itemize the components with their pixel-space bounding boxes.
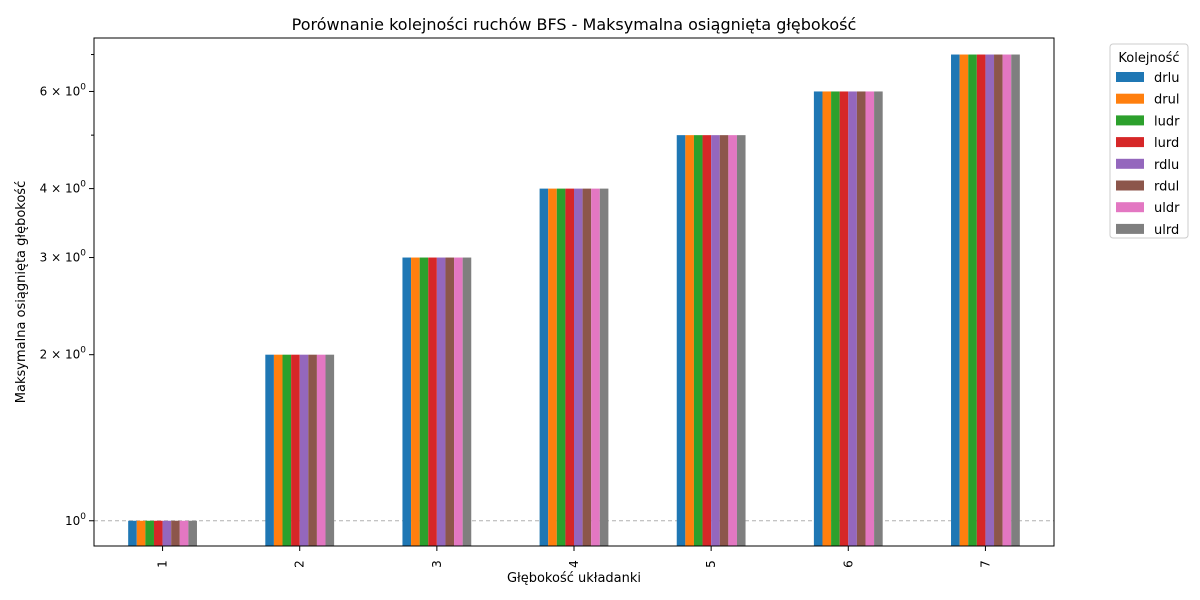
bar-lurd-7	[976, 54, 986, 546]
bar-rdul-4	[582, 188, 592, 546]
chart-title: Porównanie kolejności ruchów BFS - Maksy…	[292, 15, 857, 34]
legend-swatch-lurd	[1116, 137, 1144, 148]
legend-swatch-ulrd	[1116, 223, 1144, 234]
bar-uldr-1	[179, 520, 189, 546]
legend-swatch-drlu	[1116, 72, 1144, 82]
bar-rdul-1	[171, 520, 180, 546]
bar-lurd-3	[428, 257, 437, 546]
bar-drul-2	[273, 354, 283, 546]
bar-rdlu-3	[436, 257, 446, 546]
x-tick-label: 2	[293, 560, 307, 568]
legend-swatch-uldr	[1116, 202, 1144, 213]
x-tick-label: 6	[841, 560, 855, 568]
bar-lurd-5	[702, 135, 712, 546]
y-tick-label: 6 × 100	[40, 82, 87, 98]
bar-uldr-3	[454, 257, 463, 546]
bar-rdul-2	[308, 354, 317, 546]
bar-rdlu-7	[985, 54, 995, 546]
bar-ludr-6	[831, 91, 840, 547]
bar-drlu-3	[402, 257, 412, 546]
bar-drul-5	[685, 135, 694, 546]
legend-swatch-rdlu	[1116, 158, 1144, 169]
bar-drul-7	[959, 54, 969, 546]
x-axis-label: Głębokość układanki	[507, 571, 641, 586]
bar-lurd-6	[839, 91, 849, 547]
bar-ludr-7	[968, 54, 977, 546]
bar-drlu-5	[676, 135, 686, 546]
bar-drlu-2	[265, 354, 274, 546]
legend-label-ludr: ludr	[1154, 114, 1180, 129]
legend-label-ulrd: ulrd	[1154, 223, 1179, 238]
bar-uldr-7	[1002, 54, 1012, 546]
x-tick-label: 4	[567, 560, 581, 568]
bars-layer	[128, 54, 1020, 547]
bar-uldr-4	[591, 188, 600, 546]
x-tick-label: 7	[978, 560, 992, 568]
legend-label-rdul: rdul	[1154, 180, 1179, 195]
legend-label-rdlu: rdlu	[1154, 158, 1179, 173]
bar-drul-6	[822, 91, 832, 547]
y-tick-label: 100	[65, 512, 86, 528]
bar-ulrd-4	[599, 188, 609, 546]
x-tick-label: 3	[430, 560, 444, 568]
bar-drlu-1	[128, 520, 137, 546]
bar-drlu-7	[951, 54, 960, 546]
bar-drul-1	[136, 520, 146, 546]
x-tick-label: 1	[156, 560, 170, 568]
legend-title: Kolejność	[1118, 51, 1179, 66]
x-axis: 1 2 3 4 5 6 7	[156, 546, 992, 568]
bar-lurd-1	[153, 520, 163, 546]
legend-swatch-ludr	[1116, 115, 1144, 126]
bar-drlu-4	[539, 188, 549, 546]
bar-ludr-5	[693, 135, 703, 546]
legend-label-drlu: drlu	[1154, 71, 1179, 86]
bar-ludr-4	[556, 188, 566, 546]
y-tick-label: 4 × 100	[40, 180, 87, 196]
bar-rdlu-1	[162, 520, 172, 546]
bar-ulrd-3	[462, 257, 472, 546]
bar-rdlu-6	[848, 91, 857, 547]
bar-lurd-4	[565, 188, 574, 546]
bar-drul-4	[548, 188, 557, 546]
bar-uldr-5	[728, 135, 737, 546]
bar-rdlu-2	[299, 354, 309, 546]
y-axis: 100 2 × 100 3 × 100 4 × 100 6 × 100	[40, 54, 94, 528]
bar-rdlu-4	[574, 188, 583, 546]
bar-drul-3	[411, 257, 420, 546]
bar-ulrd-7	[1011, 54, 1020, 546]
bar-uldr-2	[316, 354, 326, 546]
bar-ulrd-6	[874, 91, 883, 547]
y-axis-label: Maksymalna osiągnięta głębokość	[14, 181, 29, 403]
legend: Kolejność drlu drul ludr lurd rdlu rdul uldr ul…	[1109, 43, 1189, 239]
bar-drlu-6	[813, 91, 823, 547]
legend-swatch-drul	[1116, 93, 1144, 104]
bar-ludr-1	[145, 520, 154, 546]
bar-ulrd-5	[736, 135, 746, 546]
legend-label-lurd: lurd	[1154, 136, 1179, 151]
bar-rdul-7	[994, 54, 1003, 546]
bar-uldr-6	[865, 91, 875, 547]
y-tick-label: 2 × 100	[40, 346, 87, 362]
legend-label-uldr: uldr	[1154, 201, 1180, 216]
bar-rdul-6	[856, 91, 866, 547]
bar-lurd-2	[291, 354, 300, 546]
x-tick-label: 5	[704, 560, 718, 568]
legend-label-drul: drul	[1154, 93, 1179, 108]
bar-rdlu-5	[711, 135, 720, 546]
bar-ulrd-2	[325, 354, 335, 546]
bar-rdul-5	[719, 135, 729, 546]
bar-ulrd-1	[188, 520, 197, 546]
bar-rdul-3	[445, 257, 455, 546]
y-tick-label: 3 × 100	[40, 249, 87, 265]
bar-ludr-2	[282, 354, 292, 546]
bar-ludr-3	[419, 257, 429, 546]
legend-swatch-rdul	[1116, 180, 1144, 191]
